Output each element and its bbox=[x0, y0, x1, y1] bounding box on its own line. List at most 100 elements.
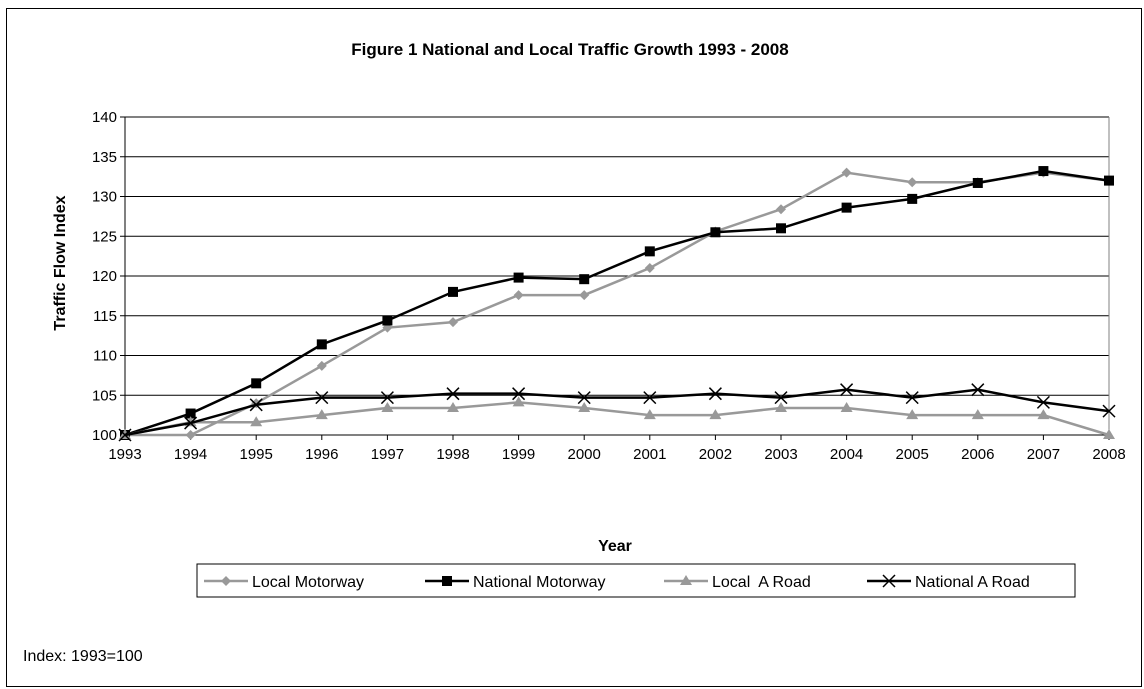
series-line bbox=[124, 169, 1110, 437]
y-tick-label: 130 bbox=[92, 189, 117, 206]
data-point bbox=[1102, 404, 1116, 418]
chart-title: Figure 1 National and Local Traffic Grow… bbox=[351, 40, 788, 59]
legend-marker bbox=[680, 575, 692, 585]
data-point bbox=[250, 416, 263, 427]
x-tick-label: 2008 bbox=[1092, 446, 1125, 463]
data-point bbox=[643, 409, 656, 420]
x-tick-label: 2007 bbox=[1027, 446, 1060, 463]
legend: Local Motorway National Motorway Local A R… bbox=[196, 563, 1076, 598]
data-point bbox=[840, 401, 853, 412]
series-triangle bbox=[119, 396, 1115, 439]
y-tick-label: 105 bbox=[92, 387, 117, 404]
data-point bbox=[708, 387, 722, 401]
x-tick-label: 1996 bbox=[305, 446, 338, 463]
legend-label: Local A Road bbox=[712, 574, 811, 591]
x-tick-label: 1995 bbox=[240, 446, 273, 463]
series-line bbox=[125, 171, 1110, 437]
data-point bbox=[644, 246, 655, 257]
y-tick-label: 100 bbox=[92, 427, 117, 444]
data-point bbox=[512, 387, 526, 401]
data-point bbox=[841, 202, 852, 213]
legend-box bbox=[196, 563, 1076, 598]
data-point bbox=[316, 339, 327, 350]
y-tick-label: 110 bbox=[93, 348, 117, 365]
x-tick-label: 2003 bbox=[764, 446, 797, 463]
data-point bbox=[185, 430, 196, 440]
y-tick-label: 140 bbox=[92, 109, 117, 126]
legend-label: Local Motorway bbox=[252, 574, 364, 591]
data-point bbox=[906, 409, 919, 420]
data-point bbox=[251, 378, 262, 389]
data-point bbox=[447, 401, 459, 412]
data-point bbox=[1104, 175, 1114, 186]
legend-label: National A Road bbox=[915, 574, 1030, 591]
data-point bbox=[381, 401, 394, 412]
data-point bbox=[774, 391, 788, 405]
y-tick-labels: 100 105 110 115 120 125 130 135 140 bbox=[92, 109, 117, 444]
data-point bbox=[1038, 166, 1049, 177]
data-point bbox=[907, 177, 918, 188]
data-point bbox=[579, 290, 590, 301]
data-point bbox=[316, 360, 327, 371]
data-point bbox=[905, 391, 919, 405]
x-tick-label: 1994 bbox=[174, 446, 207, 463]
data-point bbox=[382, 315, 393, 326]
data-point bbox=[315, 409, 328, 420]
index-note: Index: 1993=100 bbox=[23, 648, 143, 665]
y-tick-label: 125 bbox=[92, 228, 117, 245]
data-point bbox=[185, 408, 196, 419]
gridlines bbox=[125, 116, 1109, 436]
x-tick-label: 1998 bbox=[436, 446, 469, 463]
data-point bbox=[448, 317, 458, 328]
data-point bbox=[907, 193, 918, 204]
data-point bbox=[643, 391, 657, 405]
data-point bbox=[184, 416, 198, 430]
y-axis-title: Traffic Flow Index bbox=[52, 195, 69, 330]
x-tick-label: 2005 bbox=[896, 446, 929, 463]
y-tick-label: 120 bbox=[92, 268, 117, 285]
x-axis-title: Year bbox=[598, 538, 632, 555]
data-point bbox=[512, 396, 525, 407]
x-tick-label: 2001 bbox=[633, 446, 666, 463]
data-point bbox=[971, 383, 985, 397]
legend-marker bbox=[221, 576, 231, 586]
x-tick-label: 2006 bbox=[961, 446, 994, 463]
series-line bbox=[124, 388, 1110, 437]
data-point bbox=[1036, 395, 1050, 409]
chart-frame: Figure 1 National and Local Traffic Grow… bbox=[6, 8, 1142, 687]
x-tick-label: 2000 bbox=[568, 446, 601, 463]
x-tick-label: 2004 bbox=[830, 446, 863, 463]
data-point bbox=[1037, 409, 1050, 420]
data-point bbox=[249, 398, 263, 412]
data-point bbox=[118, 428, 132, 442]
line-chart: Figure 1 National and Local Traffic Grow… bbox=[52, 40, 1126, 598]
x-tick-label: 1993 bbox=[108, 446, 141, 463]
legend-marker bbox=[882, 574, 896, 588]
data-point bbox=[971, 409, 984, 420]
x-tick-label: 1999 bbox=[502, 446, 535, 463]
data-point bbox=[578, 401, 591, 412]
series-line bbox=[124, 401, 1110, 437]
y-tick-label: 115 bbox=[93, 308, 117, 325]
data-point bbox=[775, 401, 787, 412]
y-tick-label: 135 bbox=[92, 149, 117, 166]
data-point bbox=[972, 177, 983, 188]
data-point bbox=[448, 286, 458, 297]
x-tick-label: 2002 bbox=[699, 446, 732, 463]
series-square bbox=[120, 166, 1114, 440]
x-tick-labels: 1993 1994 1995 1996 1997 1998 1999 2000 2001 2002… bbox=[108, 446, 1125, 463]
data-point bbox=[776, 204, 786, 215]
data-point bbox=[710, 227, 721, 238]
data-point bbox=[513, 272, 524, 283]
data-point bbox=[446, 387, 460, 401]
series-diamond bbox=[120, 167, 1114, 440]
data-point bbox=[380, 391, 394, 405]
legend-marker bbox=[442, 576, 452, 586]
data-point bbox=[1103, 429, 1115, 439]
data-point bbox=[513, 290, 524, 301]
data-point bbox=[840, 383, 854, 397]
series-layer bbox=[118, 166, 1116, 442]
data-point bbox=[644, 263, 655, 274]
series-x bbox=[118, 383, 1116, 442]
legend-label: National Motorway bbox=[473, 574, 606, 591]
